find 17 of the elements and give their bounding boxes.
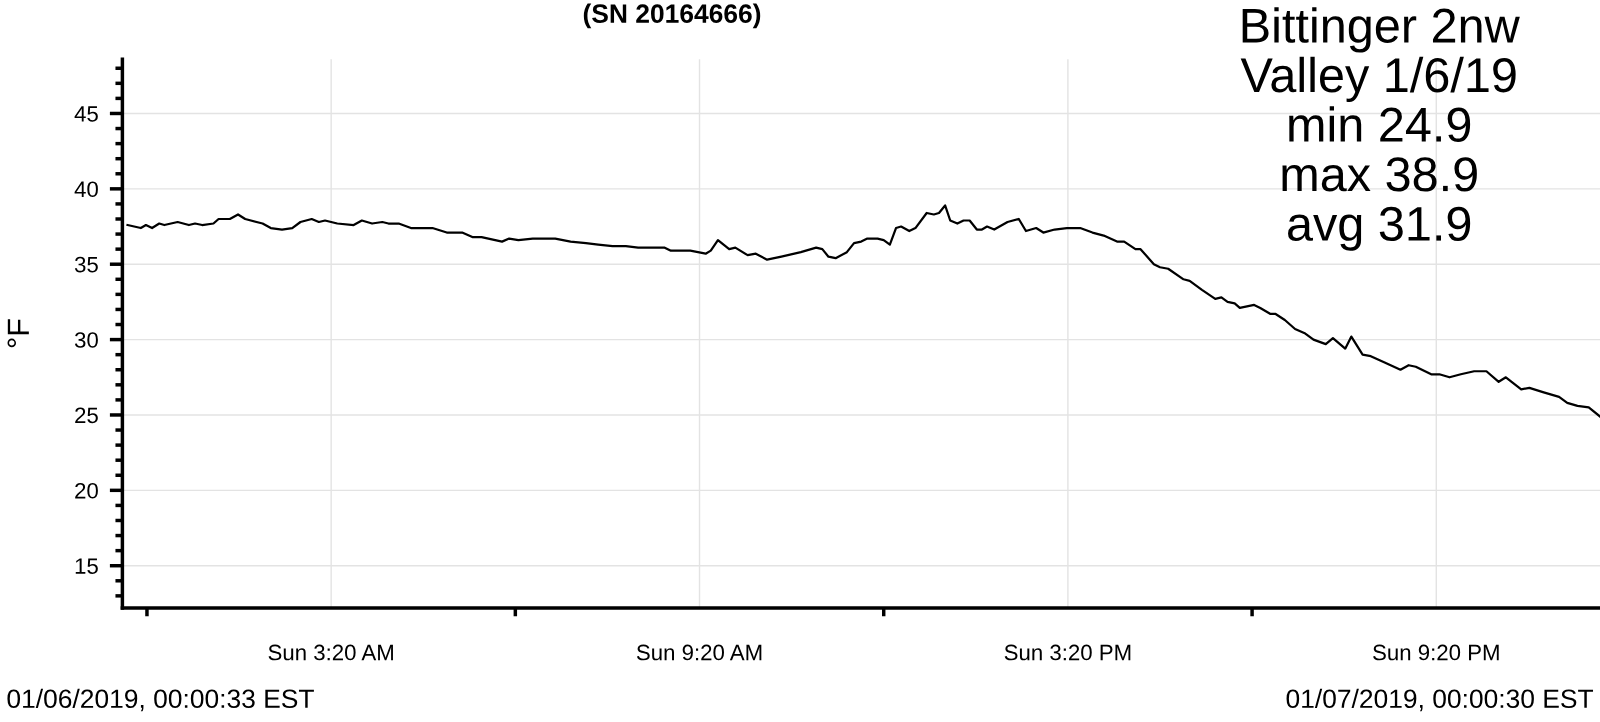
x-tick-label: Sun 3:20 PM [1004,644,1131,661]
x-tick-label: Sun 3:20 AM [268,644,393,661]
y-tick-label: 35 [74,256,98,273]
line-series [126,204,1600,418]
x-tick-label: Sun 9:20 AM [636,644,762,661]
annotation: Bittinger 2nw Valley 1/6/19 min 24.9 max 38.9 avg 31.9 [1240,7,1520,251]
text: 01/07/2019, 00:00:30 EST [1286,688,1594,712]
y-tick-label: 20 [75,482,98,499]
y-tick-label: 30 [74,332,98,348]
y-tick-label: 15 [75,558,98,574]
chart-title: (SN 20164666) [583,3,761,29]
y-tick-label: 25 [75,407,98,424]
y-axis-title: °F [7,319,29,348]
y-tick-label: 45 [74,106,98,122]
text: 01/06/2019, 00:00:33 EST [7,688,314,712]
x-tick-label: Sun 9:20 PM [1373,644,1499,661]
y-tick-label: 40 [74,181,98,198]
